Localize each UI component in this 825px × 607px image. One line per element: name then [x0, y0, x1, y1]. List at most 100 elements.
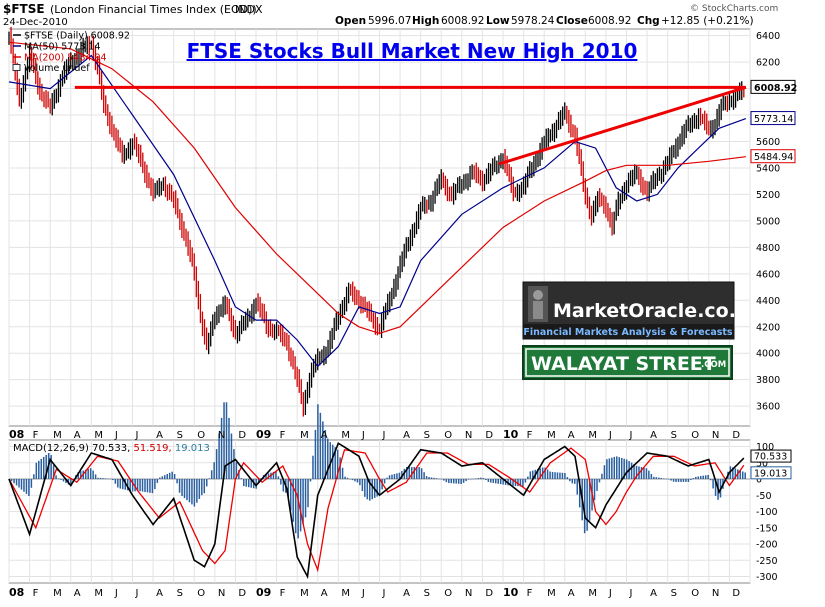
price-tick-label: 3800	[756, 375, 780, 386]
histogram-bar	[77, 472, 80, 479]
macd-month-label: O	[197, 588, 205, 599]
open-value: 5996.07	[368, 15, 411, 27]
histogram-bar	[470, 479, 472, 480]
histogram-bar	[218, 433, 220, 479]
histogram-bar	[428, 477, 430, 479]
histogram-bar	[625, 459, 628, 479]
histogram-bar	[109, 478, 112, 480]
price-month-label: S	[177, 430, 183, 441]
ma200-last-label-box	[750, 149, 796, 164]
histogram-bar	[704, 475, 707, 479]
price-month-label: O	[197, 430, 205, 441]
histogram-bar	[569, 479, 571, 482]
histogram-bar	[734, 468, 737, 479]
macd-lines	[8, 442, 745, 580]
macd-month-label: 10	[503, 586, 519, 599]
histogram-bar	[334, 447, 336, 479]
histogram-bar	[480, 477, 482, 479]
histogram-bar	[299, 479, 302, 532]
histogram-bar	[144, 479, 146, 492]
histogram-bar	[658, 477, 660, 479]
macd-month-label: A	[650, 588, 657, 599]
macd-month-label: A	[568, 588, 575, 599]
histogram-bar	[161, 476, 164, 479]
macd-month-label: 09	[256, 586, 271, 599]
histogram-bar	[435, 478, 438, 479]
histogram-bar	[134, 479, 136, 492]
price-tick-label: 5000	[756, 216, 780, 227]
histogram-bar	[62, 479, 65, 482]
histogram-bar	[465, 479, 467, 482]
price-month-label: S	[671, 430, 677, 441]
histogram-bar	[151, 479, 154, 494]
price-tick-label: 6200	[756, 58, 780, 69]
histogram-bar	[341, 467, 344, 479]
histogram-bar	[208, 478, 210, 479]
histogram-bar	[702, 475, 704, 479]
histogram-bar	[603, 465, 606, 479]
histogram-bar	[146, 479, 149, 493]
histogram-bar	[635, 465, 638, 479]
legend-ma50: MA(50) 5773.14	[24, 42, 101, 53]
histogram-bar	[509, 479, 512, 486]
histogram-bar	[376, 479, 378, 497]
histogram-bar	[630, 462, 633, 479]
logo-head	[533, 290, 543, 300]
walayat-suffix: .COM	[701, 360, 726, 370]
histogram-bar	[709, 479, 712, 481]
macd-month-label: M	[94, 588, 103, 599]
histogram-bar	[164, 475, 166, 479]
histogram-bar	[551, 472, 554, 479]
histogram-bar	[240, 478, 243, 479]
histogram-bar	[680, 479, 682, 482]
macd-month-label: J	[361, 588, 365, 599]
histogram-bar	[220, 417, 223, 479]
histogram-bar	[10, 479, 13, 482]
histogram-bar	[114, 479, 117, 484]
histogram-bar	[65, 479, 67, 484]
histogram-bar	[648, 470, 650, 479]
histogram-bar	[297, 479, 299, 539]
macd-month-label: 08	[9, 586, 24, 599]
macd-month-label: O	[691, 588, 699, 599]
price-month-label: D	[485, 430, 493, 441]
price-month-label: 08	[9, 428, 24, 441]
histogram-bar	[667, 479, 670, 480]
price-month-label: J	[629, 430, 633, 441]
histogram-last-label: 19.013	[750, 466, 792, 480]
histogram-bar	[230, 433, 233, 479]
price-month-label: J	[608, 430, 612, 441]
histogram-bar	[517, 479, 519, 487]
histogram-bar	[396, 473, 398, 479]
walayat-name: WALAYAT STREET	[531, 353, 716, 375]
histogram-bar	[99, 477, 102, 479]
macd-line	[8, 442, 745, 580]
histogram-bar	[682, 479, 685, 482]
histogram-bar	[460, 479, 462, 484]
high-label: High	[412, 15, 439, 27]
histogram-bar	[401, 471, 403, 479]
histogram-bar	[287, 479, 290, 500]
histogram-bar	[186, 479, 188, 501]
price-last-label: 6008.92	[750, 79, 797, 94]
macd-tick-label: -50	[756, 491, 772, 502]
macd-month-label: N	[218, 588, 225, 599]
histogram-bar	[327, 438, 329, 479]
histogram-bar	[156, 479, 159, 483]
histogram-bar	[687, 479, 690, 482]
price-month-label: A	[403, 430, 410, 441]
histogram-bar	[406, 466, 408, 479]
ma50-last-label-text: 5773.14	[754, 114, 793, 125]
macd-legend: MACD(12,26,9) 70.533, 51.519, 19.013	[13, 443, 210, 454]
price-month-label: A	[156, 430, 163, 441]
histogram-bar	[178, 479, 181, 493]
price-tick-label: 6400	[756, 31, 780, 42]
histogram-bar	[391, 474, 393, 479]
price-tick-label: 4000	[756, 349, 780, 360]
macd-month-label: J	[135, 588, 139, 599]
price-last-label-text: 6008.92	[754, 83, 797, 94]
histogram-bar	[55, 475, 57, 479]
histogram-bar	[107, 478, 109, 480]
histogram-bar	[317, 404, 319, 479]
price-month-label: A	[650, 430, 657, 441]
